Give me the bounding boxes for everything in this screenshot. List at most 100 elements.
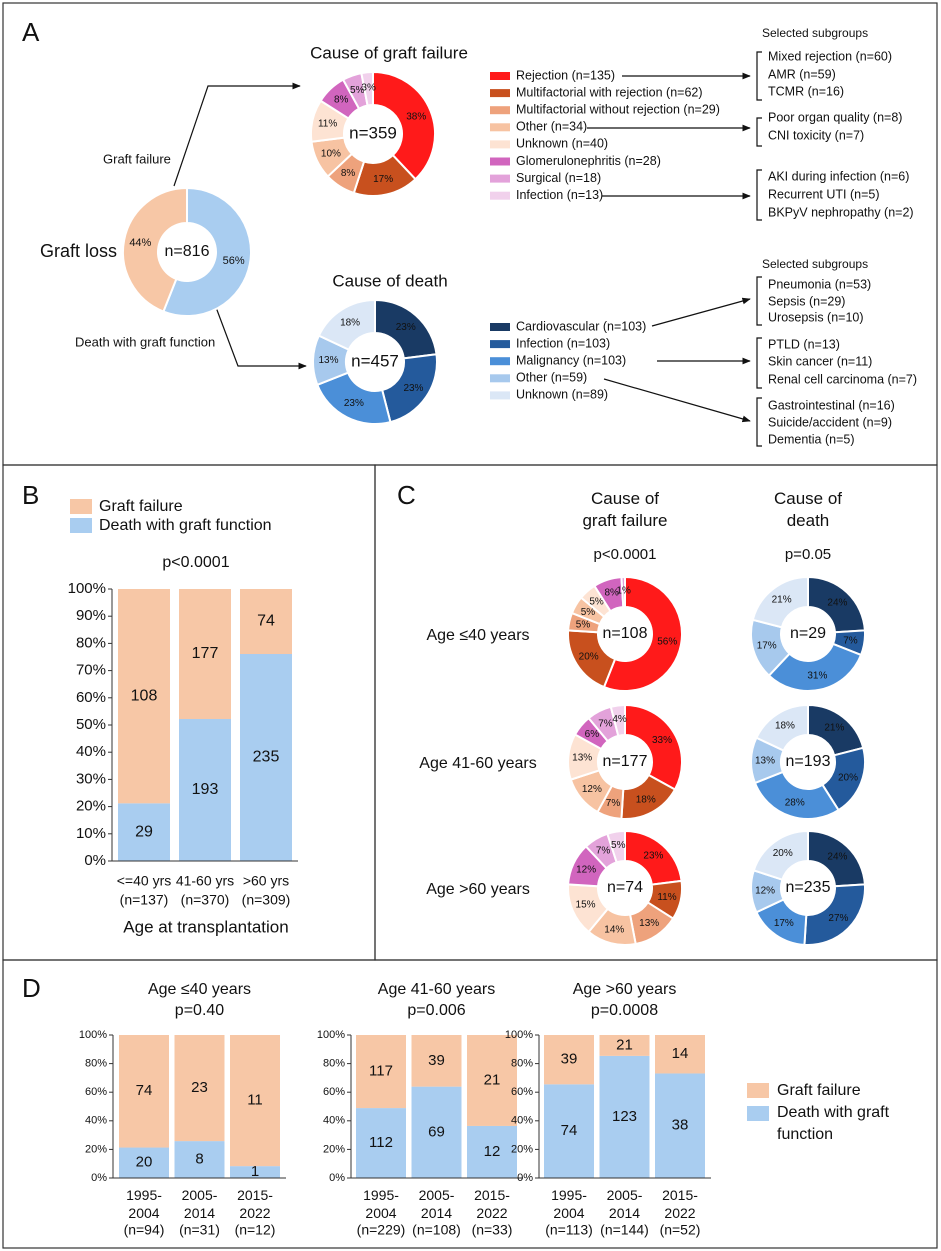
donut-segment xyxy=(767,642,863,692)
legend-label: Surgical (n=18) xyxy=(516,171,601,185)
donut-segment xyxy=(753,770,840,820)
x-tick-note: (n=113) xyxy=(545,1222,593,1238)
bar-segment xyxy=(174,1141,225,1178)
segment-label: 28% xyxy=(785,798,805,809)
bar-count-label: 21 xyxy=(484,1071,501,1088)
y-tick-label: 80% xyxy=(76,634,106,651)
segment-label: 31% xyxy=(807,671,827,682)
y-tick-label: 100% xyxy=(68,580,106,597)
legend-swatch xyxy=(490,106,510,115)
segment-label: 13% xyxy=(639,918,659,929)
segment-label: 23% xyxy=(643,850,663,861)
bar-count-label: 69 xyxy=(428,1123,445,1140)
donut-segment xyxy=(624,703,683,791)
subgroup-item: Urosepsis (n=10) xyxy=(768,310,864,324)
legend-label: Graft failure xyxy=(99,498,183,515)
legend-label: Multifactorial without rejection (n=29) xyxy=(516,102,720,116)
y-tick-label: 0% xyxy=(329,1172,345,1184)
bar-count-label: 193 xyxy=(192,781,219,798)
y-tick-label: 60% xyxy=(76,689,106,706)
bar-segment xyxy=(655,1035,705,1074)
branch-label: Graft failure xyxy=(103,151,171,166)
chart-title: Age ≤40 years xyxy=(148,981,251,998)
legend-swatch xyxy=(490,174,510,183)
branch-arrow xyxy=(173,82,301,187)
legend-label: Cardiovascular (n=103) xyxy=(516,319,646,333)
segment-label: 23% xyxy=(403,383,423,394)
bar-count-label: 14 xyxy=(672,1045,689,1062)
segment-label: 20% xyxy=(579,652,599,663)
legend-label: Other (n=34) xyxy=(516,120,587,134)
panel-label: B xyxy=(22,480,39,510)
donut-segment xyxy=(803,883,866,946)
chart-title: Age 41-60 years xyxy=(378,981,495,998)
legend-label: Graft failure xyxy=(777,1082,861,1099)
donut-segment xyxy=(162,186,252,317)
x-tick-label: 41-60 yrs xyxy=(176,873,234,889)
segment-label: 4% xyxy=(612,714,627,725)
x-tick-label: 1995-2004 xyxy=(363,1187,399,1221)
panel-label: D xyxy=(22,973,41,1003)
column-subtitle: p<0.0001 xyxy=(594,546,657,563)
bar-count-label: 74 xyxy=(257,613,275,630)
x-tick-note: (n=370) xyxy=(181,892,230,908)
y-tick-label: 90% xyxy=(76,607,106,624)
segment-label: 18% xyxy=(636,794,656,805)
bar-segment xyxy=(467,1035,517,1126)
segment-label: 18% xyxy=(340,317,360,328)
row-label: Age ≤40 years xyxy=(426,627,529,644)
subgroup-item: CNI toxicity (n=7) xyxy=(768,128,864,142)
bar-segment xyxy=(174,1035,225,1142)
segment-label: 12% xyxy=(582,784,602,795)
legend-swatch xyxy=(747,1106,769,1121)
donut-segment xyxy=(360,70,374,107)
segment-label: 11% xyxy=(657,892,676,903)
bar-segment xyxy=(411,1035,462,1087)
bar-segment xyxy=(599,1055,650,1178)
segment-label: 5% xyxy=(576,619,591,630)
x-tick-note: (n=229) xyxy=(357,1222,406,1238)
bracket xyxy=(756,276,762,447)
chart-title: Age >60 years xyxy=(573,981,677,998)
y-tick-label: 50% xyxy=(76,716,106,733)
segment-label: 11% xyxy=(318,118,337,129)
y-tick-label: 100% xyxy=(505,1029,533,1041)
donut-center-label: n=29 xyxy=(790,625,826,642)
segment-label: 56% xyxy=(657,637,677,648)
legend-label: Rejection (n=135) xyxy=(516,68,615,82)
bar-count-label: 1 xyxy=(251,1163,259,1180)
donut-segment xyxy=(317,298,376,351)
segment-label: 33% xyxy=(652,735,672,746)
segment-label: 23% xyxy=(344,398,364,409)
column-subtitle: p=0.05 xyxy=(785,546,831,563)
branch-label: Death with graft function xyxy=(75,334,215,349)
chart-subtitle: p=0.0008 xyxy=(591,1002,658,1019)
subgroup-item: Recurrent UTI (n=5) xyxy=(768,187,880,201)
x-tick-note: (n=52) xyxy=(660,1222,701,1238)
y-tick-label: 30% xyxy=(76,770,106,787)
subgroup-item: Dementia (n=5) xyxy=(768,432,855,446)
bar-segment xyxy=(544,1035,594,1085)
donut-center-label: n=108 xyxy=(603,625,648,642)
bar-count-label: 23 xyxy=(191,1079,208,1096)
bar-segment xyxy=(467,1125,517,1178)
bar-count-label: 74 xyxy=(136,1082,153,1099)
bar-segment xyxy=(240,589,292,655)
bracket xyxy=(756,51,762,221)
segment-label: 20% xyxy=(773,848,793,859)
y-tick-label: 0% xyxy=(517,1172,533,1184)
segment-label: 20% xyxy=(838,772,858,783)
legend-label: Infection (n=103) xyxy=(516,336,610,350)
legend-swatch xyxy=(490,191,510,200)
y-tick-label: 60% xyxy=(85,1086,107,1098)
y-tick-label: 20% xyxy=(323,1143,345,1155)
panel-label: C xyxy=(397,480,416,510)
legend-label: Infection (n=13) xyxy=(516,188,603,202)
legend-swatch xyxy=(490,140,510,149)
segment-label: 24% xyxy=(827,597,847,608)
segment-label: 24% xyxy=(827,851,847,862)
x-tick-note: (n=309) xyxy=(242,892,291,908)
x-tick-label: 2005-2014 xyxy=(181,1187,218,1221)
legend-label: Other (n=59) xyxy=(516,371,587,385)
legend-swatch xyxy=(70,499,92,514)
